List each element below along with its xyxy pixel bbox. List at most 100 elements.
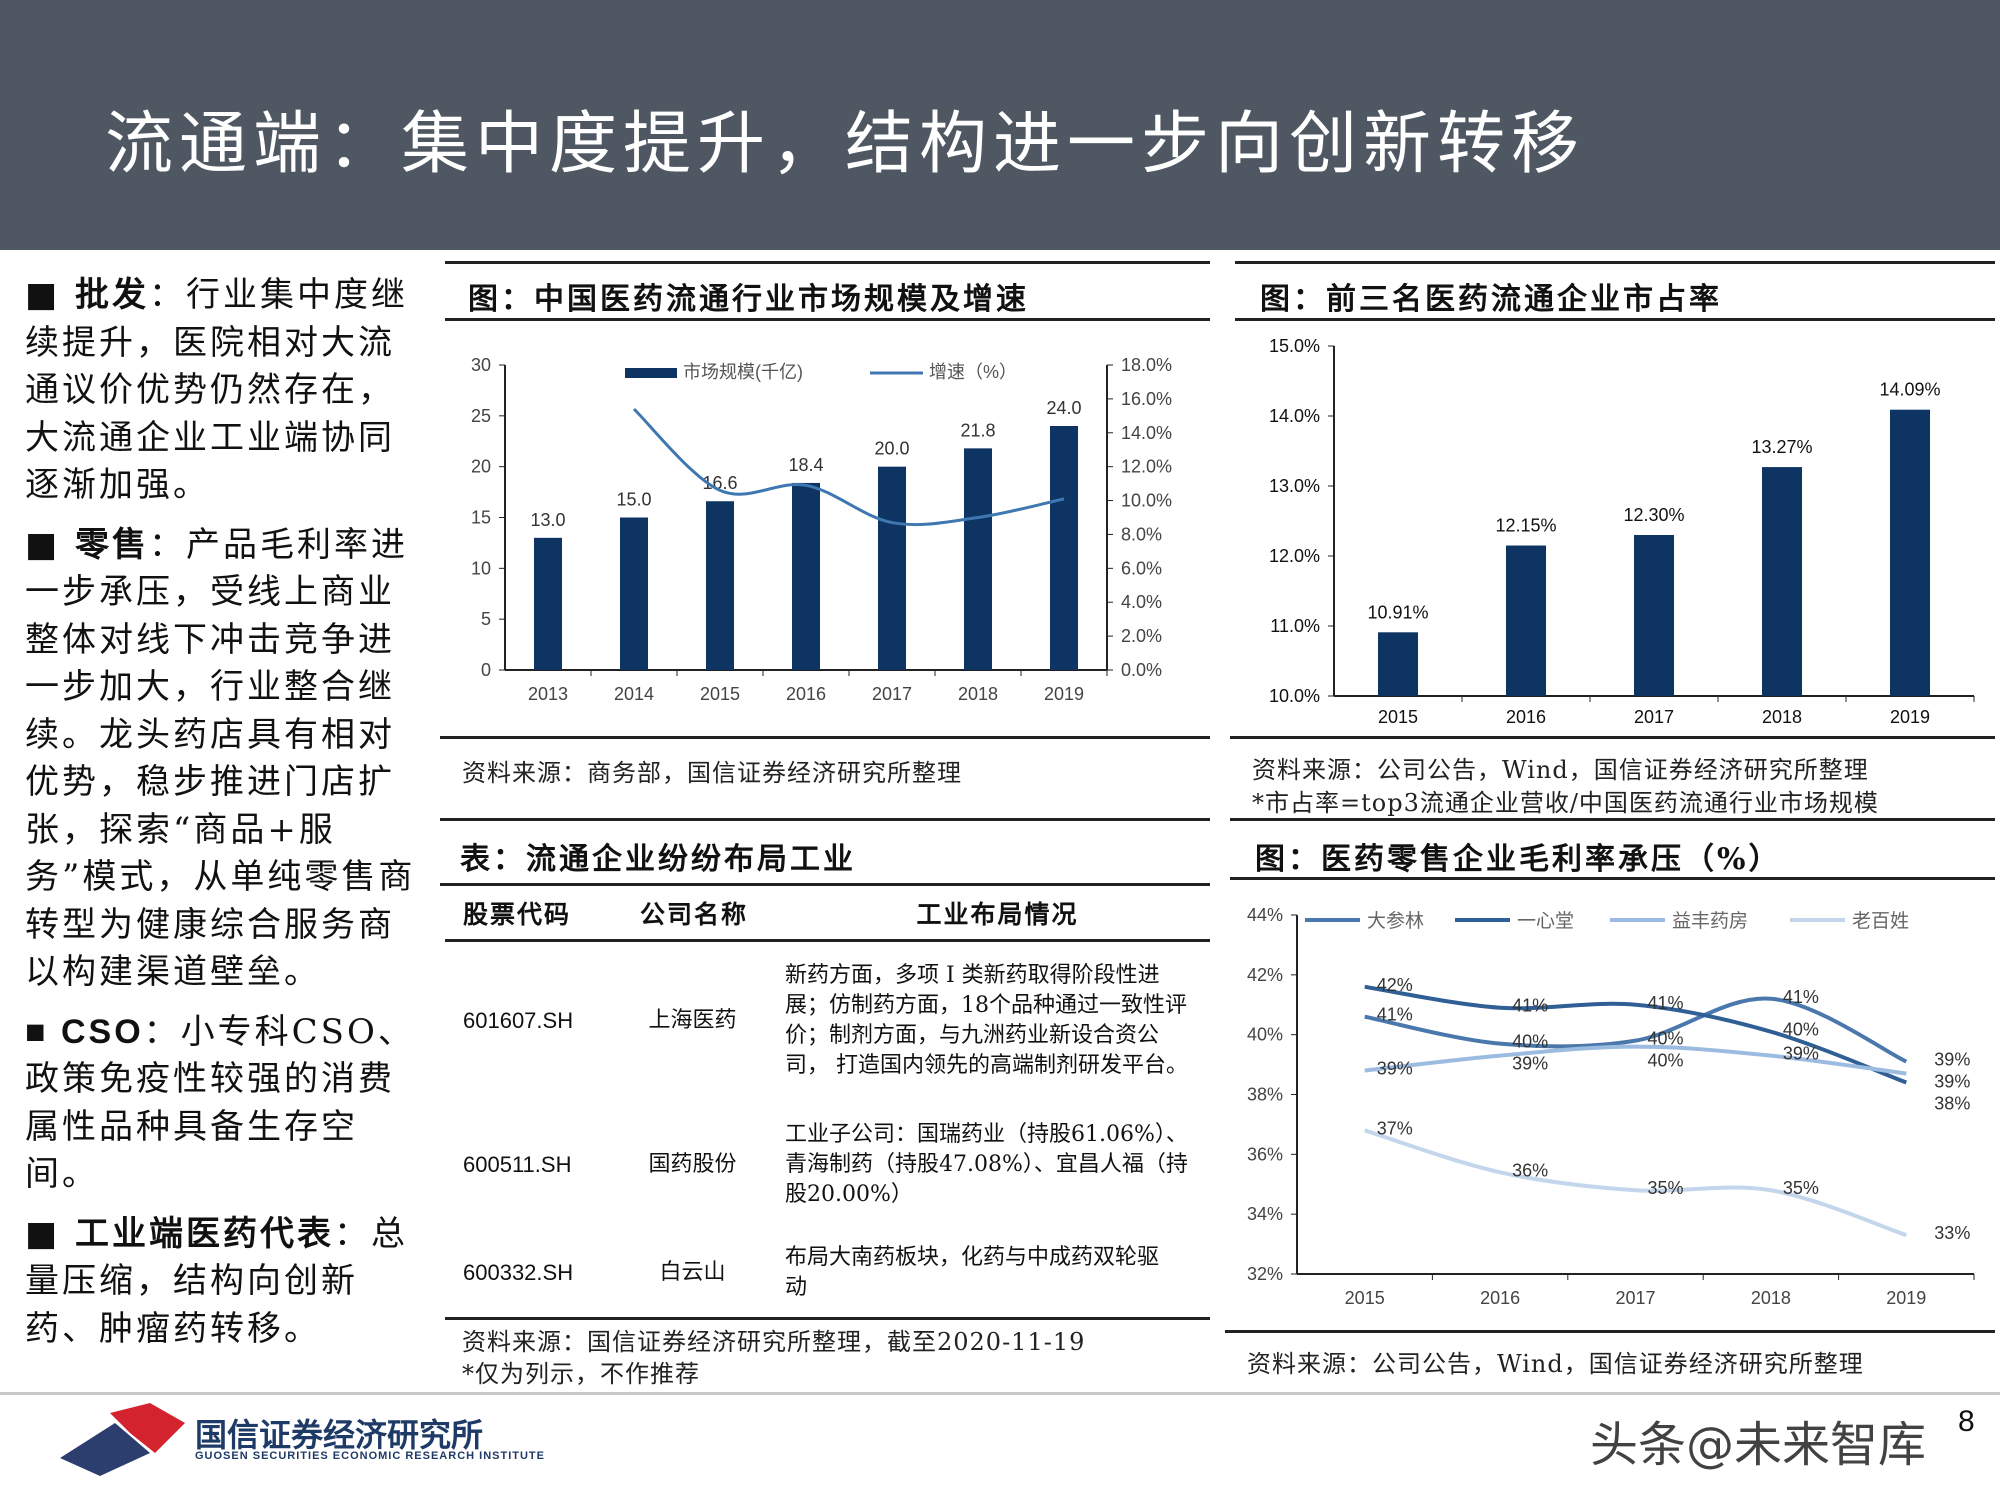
bar-label: 21.8 <box>960 420 995 440</box>
x-tick-label: 2019 <box>1886 1288 1926 1308</box>
point-label: 41% <box>1377 1005 1413 1025</box>
bar-label: 18.4 <box>788 455 823 475</box>
bar-2013 <box>534 537 562 670</box>
bar-2015 <box>1378 632 1418 696</box>
point-label: 35% <box>1783 1178 1819 1198</box>
x-tick-label: 2016 <box>786 684 826 704</box>
logo-text: 国信证券经济研究所 <box>195 1417 484 1453</box>
gross-margin-chart: 32% 34% 36% 38% 40% 42% 44% 2015 2016 2017 2018 201… <box>1247 905 1975 1308</box>
bullet-label: ■ 工业端医药代表 <box>25 1213 334 1254</box>
y2-tick-label: 10.0% <box>1121 491 1172 511</box>
bar-2015 <box>706 501 734 670</box>
bullet-text: ：产品毛利率进一步承压，受线上商业整体对线下冲击竞争进一步加大，行业整合继续。龙… <box>25 524 416 993</box>
table-header-row: 股票代码 公司名称 工业布局情况 <box>445 888 1210 940</box>
divider <box>1225 1330 1995 1333</box>
y-tick-label: 15.0% <box>1269 336 1320 356</box>
y-tick-label: 5 <box>481 609 491 629</box>
legend-label: 大参林 <box>1367 910 1424 932</box>
divider <box>440 883 1210 886</box>
y-tick-label: 11.0% <box>1270 616 1320 636</box>
bar-2014 <box>620 517 648 670</box>
y2-tick-label: 12.0% <box>1121 457 1172 477</box>
point-label: 41% <box>1512 996 1548 1016</box>
bar-2019 <box>1050 426 1078 670</box>
point-label: 40% <box>1783 1020 1819 1040</box>
legend-label: 益丰药房 <box>1672 910 1748 932</box>
y-tick-label: 15 <box>471 508 491 528</box>
legend-label: 市场规模(千亿) <box>683 362 803 382</box>
x-tick-label: 2014 <box>614 684 654 704</box>
y-tick-label: 14.0% <box>1269 406 1320 426</box>
y-tick-label: 38% <box>1247 1085 1283 1105</box>
column-header: 公司名称 <box>640 900 749 930</box>
point-label: 39% <box>1783 1044 1819 1064</box>
point-label: 39% <box>1512 1054 1548 1074</box>
industry-layout-table: 股票代码 公司名称 工业布局情况 601607.SH 上海医药 新药方面，多项 … <box>445 888 1210 1320</box>
bullet-label: ■ 零售 <box>25 524 149 565</box>
company-name: 国药股份 <box>648 1152 737 1177</box>
point-label: 37% <box>1377 1118 1413 1138</box>
y-tick-label: 25 <box>471 406 491 426</box>
y2-tick-label: 6.0% <box>1121 558 1162 578</box>
top3-share-chart: 10.0% 11.0% 12.0% 13.0% 14.0% 15.0% 10.91% 2015… <box>1269 336 1975 727</box>
bullet-text: ：小专科CSO、政策免疫性较强的消费属性品种具备生存空间。 <box>25 1011 415 1195</box>
y-tick-label: 13.0% <box>1269 476 1320 496</box>
y2-tick-label: 4.0% <box>1121 592 1162 612</box>
table-title: 表：流通企业纷纷布局工业 <box>460 842 856 877</box>
y-tick-label: 0 <box>481 660 491 680</box>
bar-label: 16.6 <box>702 473 737 493</box>
x-tick-label: 2019 <box>1044 684 1084 704</box>
point-label: 40% <box>1512 1032 1548 1052</box>
bar-2017 <box>1634 535 1674 696</box>
company-name: 白云山 <box>659 1260 726 1286</box>
stock-code: 601607.SH <box>463 1007 574 1033</box>
x-tick-label: 2016 <box>1506 707 1546 727</box>
bullet-cso: ■ CSO：小专科CSO、政策免疫性较强的消费属性品种具备生存空间。 <box>25 1009 420 1199</box>
point-label: 40% <box>1648 1051 1684 1071</box>
bullet-industry: ■ 工业端医药代表：总量压缩，结构向创新药、肿瘤药转移。 <box>25 1211 420 1354</box>
chart2-title: 图：前三名医药流通企业市占率 <box>1260 282 1722 317</box>
chart1-title: 图：中国医药流通行业市场规模及增速 <box>468 282 1029 317</box>
y-tick-label: 40% <box>1247 1025 1283 1045</box>
point-label: 41% <box>1648 993 1684 1013</box>
bar-label: 15.0 <box>616 490 651 510</box>
page-number: 8 <box>1958 1405 1975 1438</box>
x-tick-label: 2017 <box>1615 1288 1655 1308</box>
y2-tick-label: 2.0% <box>1121 626 1162 646</box>
bar-2019 <box>1890 409 1930 696</box>
divider <box>440 818 1210 821</box>
bullet-label: ■ CSO <box>25 1012 144 1051</box>
legend-label: 老百姓 <box>1852 910 1909 932</box>
bar-label: 12.30% <box>1623 505 1684 525</box>
y-tick-label: 10 <box>471 558 491 578</box>
guosen-logo-icon <box>60 1403 185 1476</box>
column-header: 股票代码 <box>463 900 572 930</box>
y-tick-label: 10.0% <box>1269 686 1320 706</box>
table-block: 股票代码 公司名称 工业布局情况 601607.SH 上海医药 新药方面，多项 … <box>445 888 1210 1390</box>
x-tick-label: 2017 <box>872 684 912 704</box>
divider <box>445 261 1210 264</box>
bullet-text: ：行业集中度继续提升，医院相对大流通议价优势仍然存在，大流通企业工业端协同逐渐加… <box>25 275 408 505</box>
layout-desc: 工业子公司：国瑞药业（持股61.06%）、青海制药（持股47.08%）、宜昌人福… <box>785 1122 1188 1207</box>
bar-label: 24.0 <box>1046 398 1081 418</box>
bullet-retail: ■ 零售：产品毛利率进一步承压，受线上商业整体对线下冲击竞争进一步加大，行业整合… <box>25 522 420 997</box>
point-label: 35% <box>1648 1178 1684 1198</box>
line-一心堂 <box>1364 984 1908 1085</box>
chart2-source: 资料来源：公司公告，Wind，国信证券经济研究所整理 <box>1252 756 1869 784</box>
x-tick-label: 2015 <box>1345 1288 1385 1308</box>
x-tick-label: 2018 <box>958 684 998 704</box>
bar-label: 13.0 <box>530 510 565 530</box>
chart2-note: *市占率=top3流通企业营收/中国医药流通行业市场规模 <box>1252 789 1879 817</box>
market-size-chart: 0 5 10 15 20 25 30 0.0% 2.0% 4.0% 6.0% 8.0% 10.0% 12.… <box>471 355 1172 704</box>
point-label: 39% <box>1934 1072 1970 1092</box>
divider <box>1235 318 1995 321</box>
y-tick-label: 30 <box>471 355 491 375</box>
chart1-source: 资料来源：商务部，国信证券经济研究所整理 <box>462 759 962 787</box>
bullet-wholesale: ■ 批发：行业集中度继续提升，医院相对大流通议价优势仍然存在，大流通企业工业端协… <box>25 272 420 510</box>
legend-bar-swatch <box>625 368 677 378</box>
point-label: 41% <box>1783 987 1819 1007</box>
bullet-text: ：总量压缩，结构向创新药、肿瘤药转移。 <box>25 1213 408 1349</box>
point-label: 42% <box>1377 975 1413 995</box>
y2-tick-label: 18.0% <box>1121 355 1172 375</box>
table-note: *仅为列示，不作推荐 <box>462 1359 700 1388</box>
